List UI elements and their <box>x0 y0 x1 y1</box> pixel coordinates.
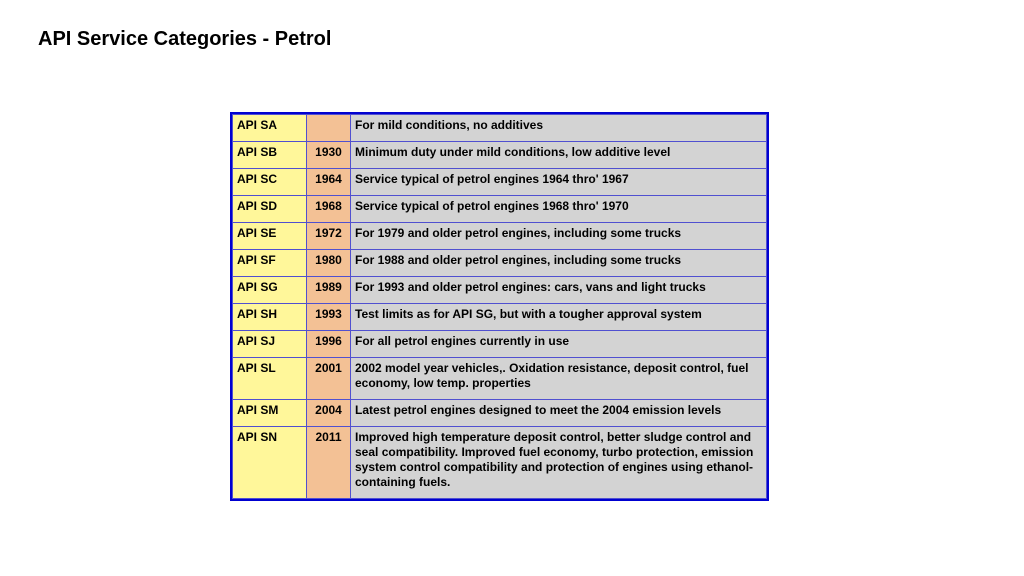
cell-year: 1980 <box>307 250 351 277</box>
cell-code: API SM <box>233 400 307 427</box>
cell-code: API SL <box>233 358 307 400</box>
table-row: API SN2011Improved high temperature depo… <box>233 427 767 499</box>
api-table-body: API SAFor mild conditions, no additivesA… <box>233 115 767 499</box>
cell-year: 2001 <box>307 358 351 400</box>
table-row: API SA For mild conditions, no additives <box>233 115 767 142</box>
cell-code: API SJ <box>233 331 307 358</box>
cell-code: API SD <box>233 196 307 223</box>
cell-year: 2004 <box>307 400 351 427</box>
cell-desc: For 1988 and older petrol engines, inclu… <box>351 250 767 277</box>
cell-desc: For 1979 and older petrol engines, inclu… <box>351 223 767 250</box>
cell-desc: For all petrol engines currently in use <box>351 331 767 358</box>
cell-code: API SC <box>233 169 307 196</box>
table-row: API SL20012002 model year vehicles,. Oxi… <box>233 358 767 400</box>
table-row: API SG1989For 1993 and older petrol engi… <box>233 277 767 304</box>
cell-year: 1996 <box>307 331 351 358</box>
cell-code: API SH <box>233 304 307 331</box>
cell-year: 1930 <box>307 142 351 169</box>
table-row: API SD1968Service typical of petrol engi… <box>233 196 767 223</box>
table-row: API SE1972For 1979 and older petrol engi… <box>233 223 767 250</box>
table-row: API SF1980For 1988 and older petrol engi… <box>233 250 767 277</box>
table-row: API SM2004Latest petrol engines designed… <box>233 400 767 427</box>
cell-desc: Service typical of petrol engines 1964 t… <box>351 169 767 196</box>
cell-year: 1968 <box>307 196 351 223</box>
cell-code: API SB <box>233 142 307 169</box>
cell-code: API SF <box>233 250 307 277</box>
cell-year <box>307 115 351 142</box>
cell-desc: For 1993 and older petrol engines: cars,… <box>351 277 767 304</box>
cell-year: 1989 <box>307 277 351 304</box>
cell-desc: Service typical of petrol engines 1968 t… <box>351 196 767 223</box>
api-table: API SAFor mild conditions, no additivesA… <box>232 114 767 499</box>
cell-desc: For mild conditions, no additives <box>351 115 767 142</box>
cell-year: 1964 <box>307 169 351 196</box>
cell-code: API SA <box>233 115 307 142</box>
cell-code: API SG <box>233 277 307 304</box>
cell-desc: Test limits as for API SG, but with a to… <box>351 304 767 331</box>
cell-year: 1993 <box>307 304 351 331</box>
cell-year: 2011 <box>307 427 351 499</box>
cell-desc: 2002 model year vehicles,. Oxidation res… <box>351 358 767 400</box>
cell-year: 1972 <box>307 223 351 250</box>
table-row: API SB1930Minimum duty under mild condit… <box>233 142 767 169</box>
cell-desc: Minimum duty under mild conditions, low … <box>351 142 767 169</box>
cell-desc: Improved high temperature deposit contro… <box>351 427 767 499</box>
cell-code: API SE <box>233 223 307 250</box>
page-title: API Service Categories - Petrol <box>38 28 331 51</box>
table-row: API SH1993Test limits as for API SG, but… <box>233 304 767 331</box>
table-row: API SJ1996For all petrol engines current… <box>233 331 767 358</box>
cell-desc: Latest petrol engines designed to meet t… <box>351 400 767 427</box>
table-row: API SC1964Service typical of petrol engi… <box>233 169 767 196</box>
cell-code: API SN <box>233 427 307 499</box>
api-table-container: API SAFor mild conditions, no additivesA… <box>230 112 769 501</box>
